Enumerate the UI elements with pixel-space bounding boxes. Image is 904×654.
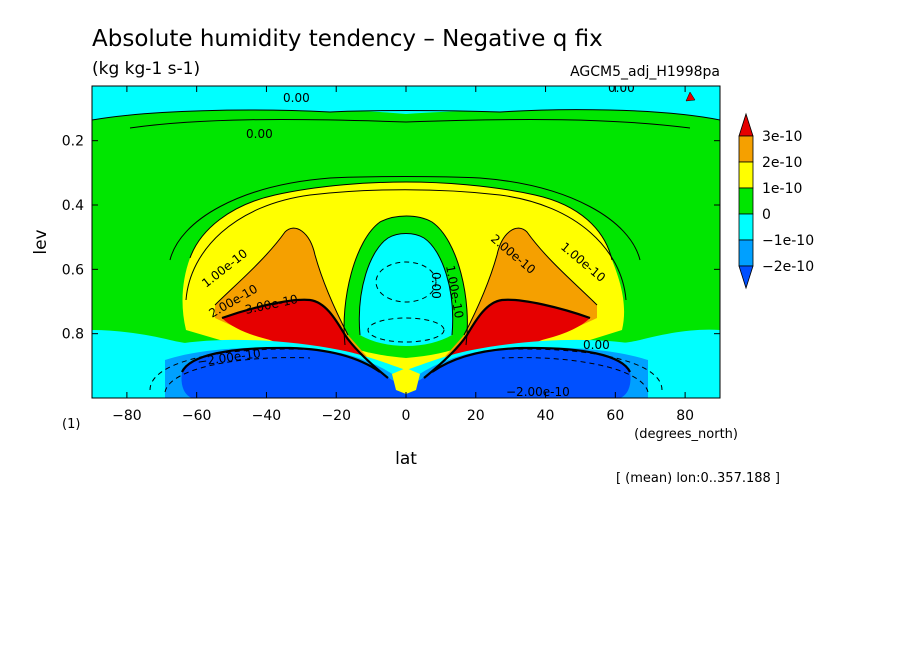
fill-inner-cyan — [359, 233, 453, 346]
small-red-cell — [685, 91, 696, 102]
colorbar-label: −2e-10 — [762, 259, 814, 275]
contour-label: 0.00 — [583, 338, 610, 352]
y-tick-label: 0.6 — [62, 262, 84, 278]
y-tick-label: 0.8 — [62, 327, 84, 343]
x-tick-label: 0 — [402, 408, 411, 424]
contour-label: 0.00 — [608, 81, 635, 95]
y-tick-label: 0.2 — [62, 134, 84, 150]
colorbar-cell — [738, 112, 754, 137]
colorbar: 3e-10 2e-10 1e-10 0 −1e-10 −2e-10 — [738, 112, 814, 290]
colorbar-cell — [738, 239, 754, 267]
chart-title: Absolute humidity tendency – Negative q … — [92, 26, 603, 52]
chart-units: (kg kg-1 s-1) — [92, 59, 200, 79]
x-tick-label: 40 — [537, 408, 555, 424]
colorbar-cell — [738, 265, 754, 290]
x-tick-label: −40 — [252, 408, 282, 424]
chart-source: AGCM5_adj_H1998pa — [570, 64, 720, 80]
x-axis-units: (degrees_north) — [634, 427, 738, 442]
contour-lines-bold — [181, 298, 631, 379]
x-tick-label: 80 — [676, 408, 694, 424]
x-tick-label: −60 — [182, 408, 212, 424]
colorbar-label: 3e-10 — [762, 129, 802, 145]
fill-level-neg3 — [181, 347, 631, 398]
y-axis: 0.2 0.4 0.6 0.8 — [62, 134, 720, 343]
colorbar-cell — [738, 187, 754, 215]
contour-field: 0.00 0.00 0.00 1.00e-10 1.00e-10 2.00e-1… — [92, 81, 720, 399]
colorbar-label: −1e-10 — [762, 233, 814, 249]
colorbar-label: 1e-10 — [762, 181, 802, 197]
fill-top-cyan — [92, 86, 720, 118]
colorbar-label: 0 — [762, 207, 771, 223]
footnote: [ (mean) lon:0..357.188 ] — [616, 471, 780, 486]
colorbar-cell — [738, 161, 754, 189]
y-axis-label: lev — [31, 229, 51, 254]
contour-label: 0.00 — [429, 272, 443, 299]
contour-label: −2.00e-10 — [506, 385, 570, 399]
colorbar-label: 2e-10 — [762, 155, 802, 171]
x-axis-label: lat — [395, 449, 417, 469]
x-axis: −80 −60 −40 −20 0 20 40 60 80 — [112, 86, 694, 424]
x-tick-label: −80 — [112, 408, 142, 424]
contour-lines — [92, 109, 720, 346]
contour-label: 0.00 — [283, 91, 310, 105]
x-tick-label: −20 — [321, 408, 351, 424]
contour-label: 0.00 — [246, 127, 273, 141]
x-tick-label: 60 — [606, 408, 624, 424]
colorbar-cell — [738, 135, 754, 163]
fill-equator-yellow — [392, 368, 420, 394]
y-axis-units: (1) — [62, 417, 80, 432]
contour-lines-negative — [149, 261, 663, 393]
colorbar-cell — [738, 213, 754, 241]
x-tick-label: 20 — [467, 408, 485, 424]
y-tick-label: 0.4 — [62, 198, 84, 214]
